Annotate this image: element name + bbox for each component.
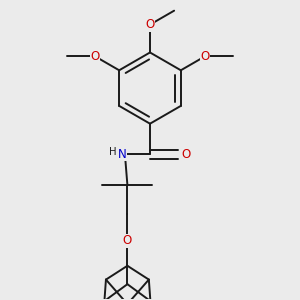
Text: N: N	[118, 148, 127, 161]
Text: O: O	[200, 50, 210, 63]
Text: O: O	[90, 50, 100, 63]
Text: O: O	[123, 234, 132, 247]
Text: O: O	[181, 148, 190, 161]
Text: H: H	[109, 147, 116, 157]
Text: O: O	[146, 18, 154, 31]
